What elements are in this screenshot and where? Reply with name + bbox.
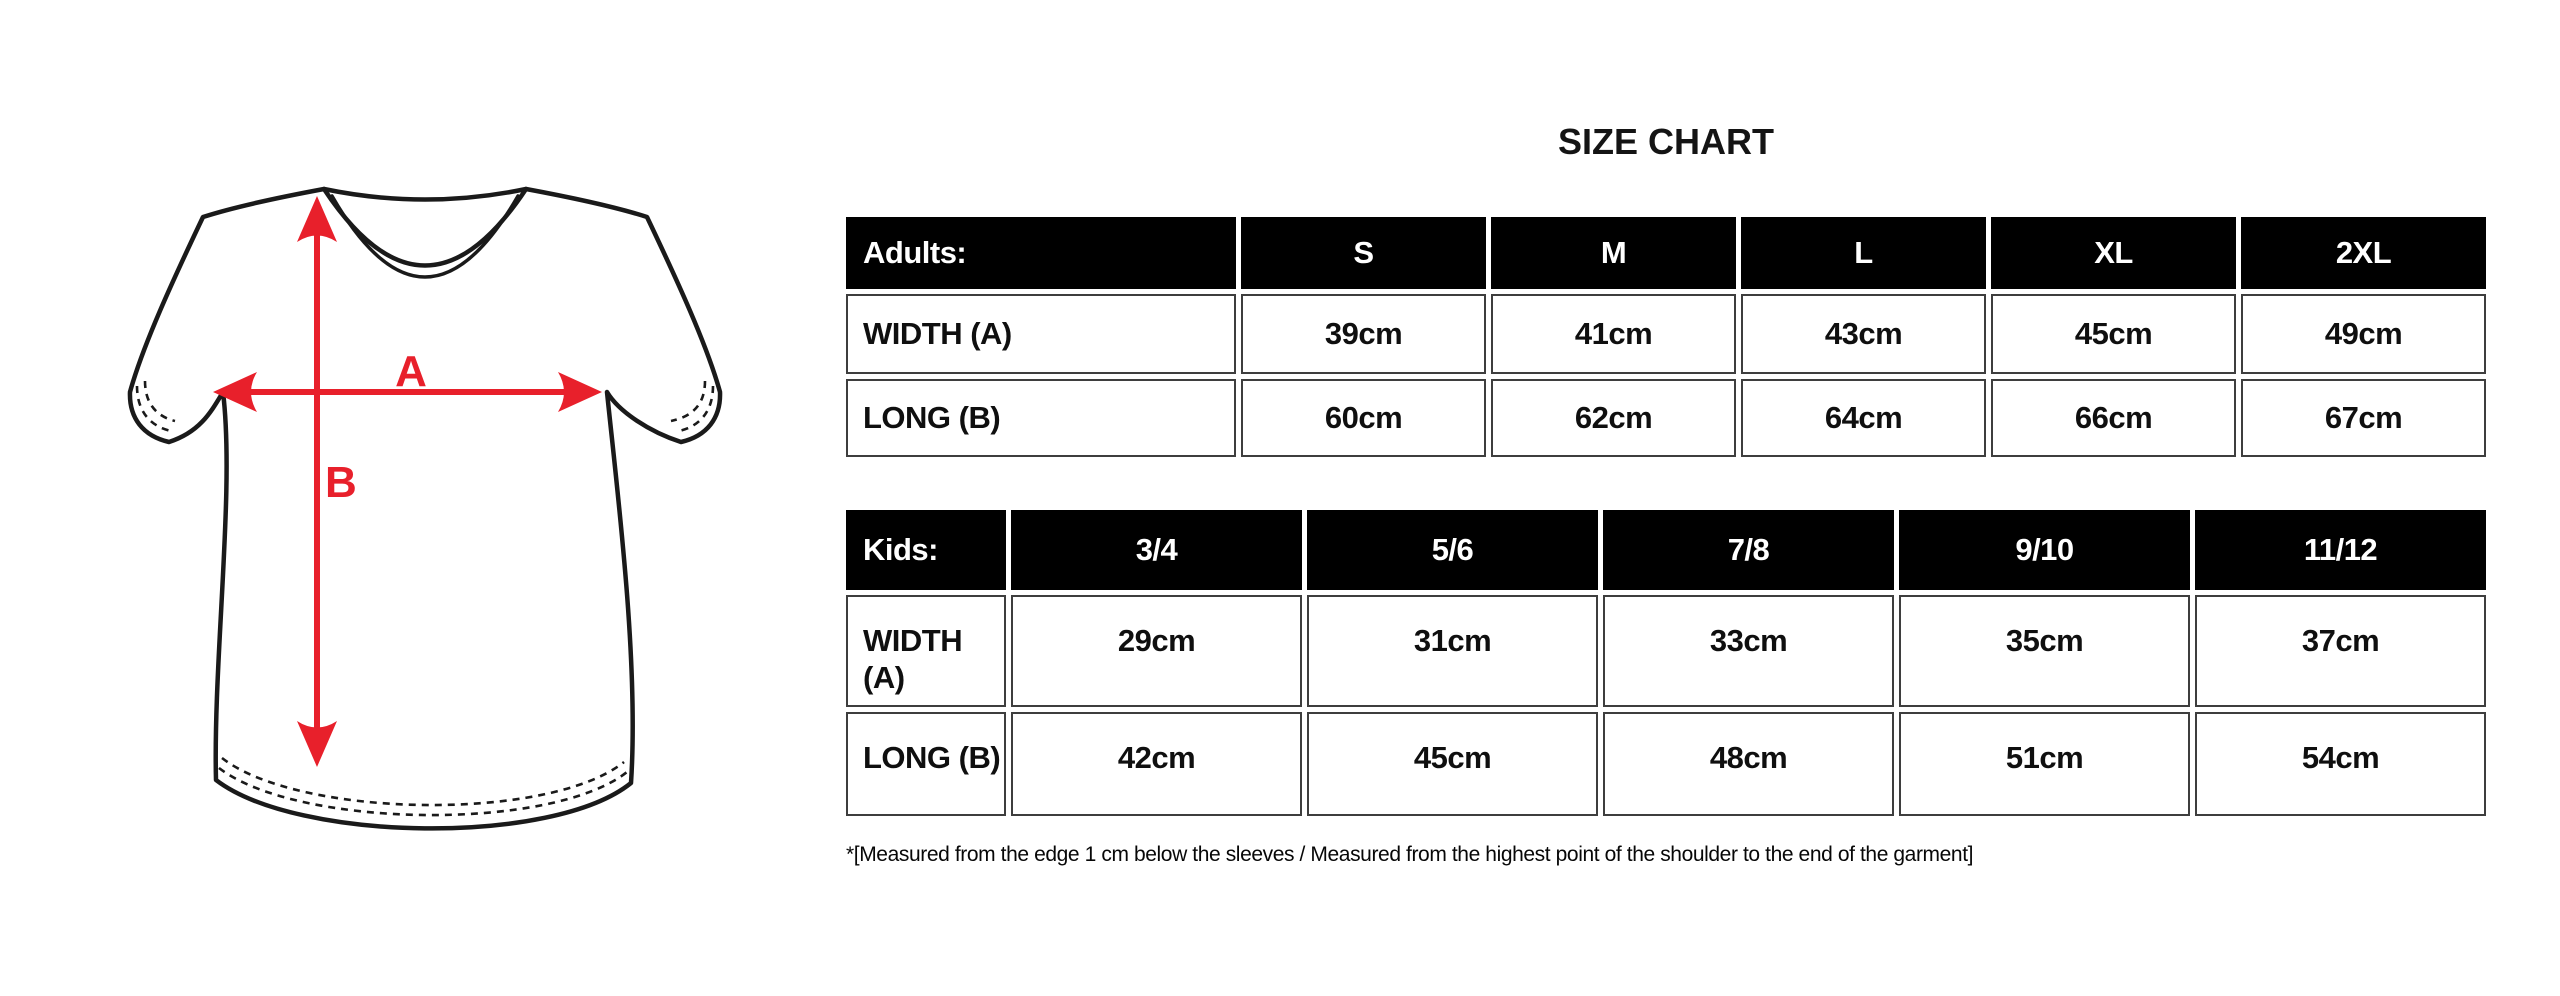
left-cuff-stitch-inner <box>143 380 176 423</box>
size-value-cell: 54cm <box>2195 712 2486 816</box>
size-value-cell: 51cm <box>1899 712 2190 816</box>
width-label-a: A <box>395 347 427 396</box>
hem-stitch-inner <box>221 756 625 807</box>
kids-group-header-cell: Kids: <box>846 510 1006 590</box>
size-value-cell: 60cm <box>1241 379 1486 457</box>
row-label-cell: WIDTH (A) <box>846 294 1236 374</box>
adults-size-table: Adults: S M L XL 2XL WIDTH (A) 39cm 41cm… <box>841 212 2491 462</box>
size-value-cell: 45cm <box>1991 294 2236 374</box>
column-header-cell: 7/8 <box>1603 510 1894 590</box>
adults-header-row: Adults: S M L XL 2XL <box>846 217 2486 289</box>
size-value-cell: 37cm <box>2195 595 2486 707</box>
row-label-cell: LONG (B) <box>846 712 1006 816</box>
column-header-cell: 2XL <box>2241 217 2486 289</box>
length-label-b: B <box>325 458 357 507</box>
size-value-cell: 42cm <box>1011 712 1302 816</box>
table-row: LONG (B) 42cm 45cm 48cm 51cm 54cm <box>846 712 2486 816</box>
tshirt-svg: A B <box>127 186 723 831</box>
tshirt-measurement-diagram: A B <box>85 170 825 850</box>
adults-group-header-cell: Adults: <box>846 217 1236 289</box>
size-value-cell: 62cm <box>1491 379 1736 457</box>
right-cuff-stitch-outer <box>678 385 715 433</box>
size-value-cell: 64cm <box>1741 379 1986 457</box>
row-label-cell: LONG (B) <box>846 379 1236 457</box>
kids-size-table: Kids: 3/4 5/6 7/8 9/10 11/12 WIDTH (A) 2… <box>841 505 2491 821</box>
column-header-cell: XL <box>1991 217 2236 289</box>
column-header-cell: 9/10 <box>1899 510 2190 590</box>
left-cuff-stitch-outer <box>135 385 172 433</box>
size-value-cell: 67cm <box>2241 379 2486 457</box>
column-header-cell: 11/12 <box>2195 510 2486 590</box>
column-header-cell: L <box>1741 217 1986 289</box>
size-value-cell: 66cm <box>1991 379 2236 457</box>
table-row: WIDTH (A) 39cm 41cm 43cm 45cm 49cm <box>846 294 2486 374</box>
right-cuff-stitch-inner <box>670 380 707 423</box>
column-header-cell: S <box>1241 217 1486 289</box>
size-value-cell: 49cm <box>2241 294 2486 374</box>
length-arrow: B <box>297 196 357 767</box>
size-value-cell: 33cm <box>1603 595 1894 707</box>
size-value-cell: 31cm <box>1307 595 1598 707</box>
column-header-cell: 3/4 <box>1011 510 1302 590</box>
size-chart-title: SIZE CHART <box>1558 121 1774 162</box>
size-value-cell: 39cm <box>1241 294 1486 374</box>
size-value-cell: 43cm <box>1741 294 1986 374</box>
column-header-cell: 5/6 <box>1307 510 1598 590</box>
size-value-cell: 45cm <box>1307 712 1598 816</box>
measurement-footnote: *[Measured from the edge 1 cm below the … <box>846 843 1974 866</box>
collar-inner-line <box>330 194 520 279</box>
size-value-cell: 48cm <box>1603 712 1894 816</box>
kids-header-row: Kids: 3/4 5/6 7/8 9/10 11/12 <box>846 510 2486 590</box>
table-row: WIDTH (A) 29cm 31cm 33cm 35cm 37cm <box>846 595 2486 707</box>
tshirt-outline <box>127 186 723 831</box>
size-value-cell: 41cm <box>1491 294 1736 374</box>
table-row: LONG (B) 60cm 62cm 64cm 66cm 67cm <box>846 379 2486 457</box>
column-header-cell: M <box>1491 217 1736 289</box>
size-value-cell: 35cm <box>1899 595 2190 707</box>
width-arrow: A <box>213 347 602 412</box>
hem-stitch-outer <box>218 766 628 817</box>
row-label-cell: WIDTH (A) <box>846 595 1006 707</box>
size-value-cell: 29cm <box>1011 595 1302 707</box>
